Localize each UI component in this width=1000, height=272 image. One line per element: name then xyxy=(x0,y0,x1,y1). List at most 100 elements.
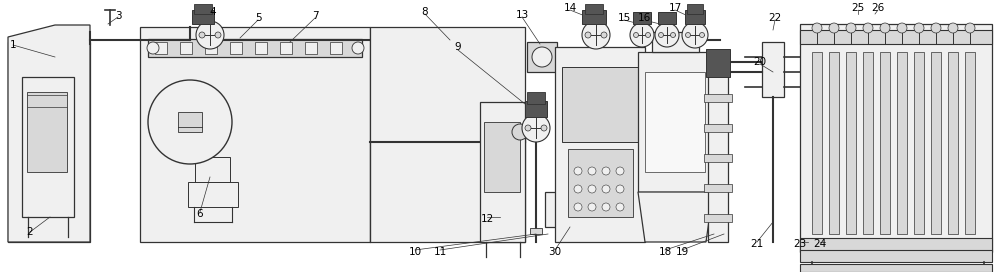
Polygon shape xyxy=(638,192,713,242)
Circle shape xyxy=(634,32,639,38)
Bar xyxy=(965,52,975,234)
Bar xyxy=(880,52,890,234)
Bar xyxy=(205,42,217,54)
Text: 1: 1 xyxy=(10,40,16,50)
Bar xyxy=(638,52,713,192)
Bar xyxy=(555,47,645,242)
Text: 16: 16 xyxy=(637,13,651,23)
Bar xyxy=(178,112,202,132)
Text: 18: 18 xyxy=(658,247,672,257)
Circle shape xyxy=(574,203,582,211)
Bar xyxy=(652,32,699,52)
Circle shape xyxy=(588,185,596,193)
Bar xyxy=(706,49,730,77)
Text: 13: 13 xyxy=(515,10,529,20)
Bar xyxy=(704,124,732,132)
Bar xyxy=(812,52,822,234)
Bar xyxy=(330,42,342,54)
Text: 5: 5 xyxy=(255,13,261,23)
Circle shape xyxy=(655,23,679,47)
Circle shape xyxy=(574,167,582,175)
Bar xyxy=(230,42,242,54)
Bar xyxy=(194,4,212,14)
Bar xyxy=(800,250,992,262)
Circle shape xyxy=(602,167,610,175)
Bar xyxy=(897,52,907,234)
Circle shape xyxy=(897,23,907,33)
Bar xyxy=(370,27,525,242)
Bar xyxy=(280,42,292,54)
Bar xyxy=(140,27,370,242)
Polygon shape xyxy=(8,25,90,242)
Text: 23: 23 xyxy=(793,239,807,249)
Bar xyxy=(800,238,992,252)
Text: 17: 17 xyxy=(668,3,682,13)
Bar xyxy=(645,72,705,172)
Circle shape xyxy=(658,32,664,38)
Circle shape xyxy=(541,125,547,131)
Bar xyxy=(708,72,728,242)
Bar xyxy=(704,94,732,102)
Bar xyxy=(704,214,732,222)
Bar xyxy=(255,42,267,54)
Bar xyxy=(155,42,167,54)
Text: 3: 3 xyxy=(115,11,121,21)
Text: 30: 30 xyxy=(548,247,562,257)
Bar xyxy=(914,52,924,234)
Bar xyxy=(562,67,638,142)
Circle shape xyxy=(686,32,690,38)
Text: 25: 25 xyxy=(851,3,865,13)
Circle shape xyxy=(682,22,708,48)
Bar xyxy=(22,77,74,217)
Bar xyxy=(687,4,703,14)
Bar xyxy=(829,52,839,234)
Bar xyxy=(525,101,547,117)
Circle shape xyxy=(602,185,610,193)
Bar xyxy=(948,52,958,234)
Bar xyxy=(704,184,732,192)
Bar xyxy=(545,192,575,227)
Circle shape xyxy=(846,23,856,33)
Circle shape xyxy=(582,21,610,49)
Circle shape xyxy=(199,32,205,38)
Bar xyxy=(762,42,784,97)
Circle shape xyxy=(616,185,624,193)
Circle shape xyxy=(525,125,531,131)
Bar xyxy=(484,122,520,192)
Circle shape xyxy=(965,23,975,33)
Text: 8: 8 xyxy=(422,7,428,17)
Bar xyxy=(527,92,545,104)
Text: 22: 22 xyxy=(768,13,782,23)
Text: 7: 7 xyxy=(312,11,318,21)
Bar xyxy=(585,4,603,14)
Circle shape xyxy=(588,167,596,175)
Text: 19: 19 xyxy=(675,247,689,257)
Bar xyxy=(527,42,557,72)
Bar xyxy=(480,102,525,242)
Bar xyxy=(863,52,873,234)
Bar xyxy=(800,264,992,272)
Circle shape xyxy=(616,167,624,175)
Circle shape xyxy=(522,114,550,142)
Polygon shape xyxy=(8,42,90,242)
Bar xyxy=(568,149,633,217)
Bar xyxy=(188,182,238,207)
Circle shape xyxy=(948,23,958,33)
Circle shape xyxy=(602,203,610,211)
Circle shape xyxy=(646,32,650,38)
Circle shape xyxy=(601,32,607,38)
Bar xyxy=(530,228,542,234)
Text: 10: 10 xyxy=(408,247,422,257)
Bar xyxy=(148,39,362,57)
Circle shape xyxy=(196,21,224,49)
Text: 12: 12 xyxy=(480,214,494,224)
Bar xyxy=(704,154,732,162)
Circle shape xyxy=(147,42,159,54)
Circle shape xyxy=(512,124,528,140)
Circle shape xyxy=(880,23,890,33)
Text: 21: 21 xyxy=(750,239,764,249)
Circle shape xyxy=(670,32,676,38)
Bar xyxy=(195,157,230,182)
Circle shape xyxy=(863,23,873,33)
Text: 26: 26 xyxy=(871,3,885,13)
